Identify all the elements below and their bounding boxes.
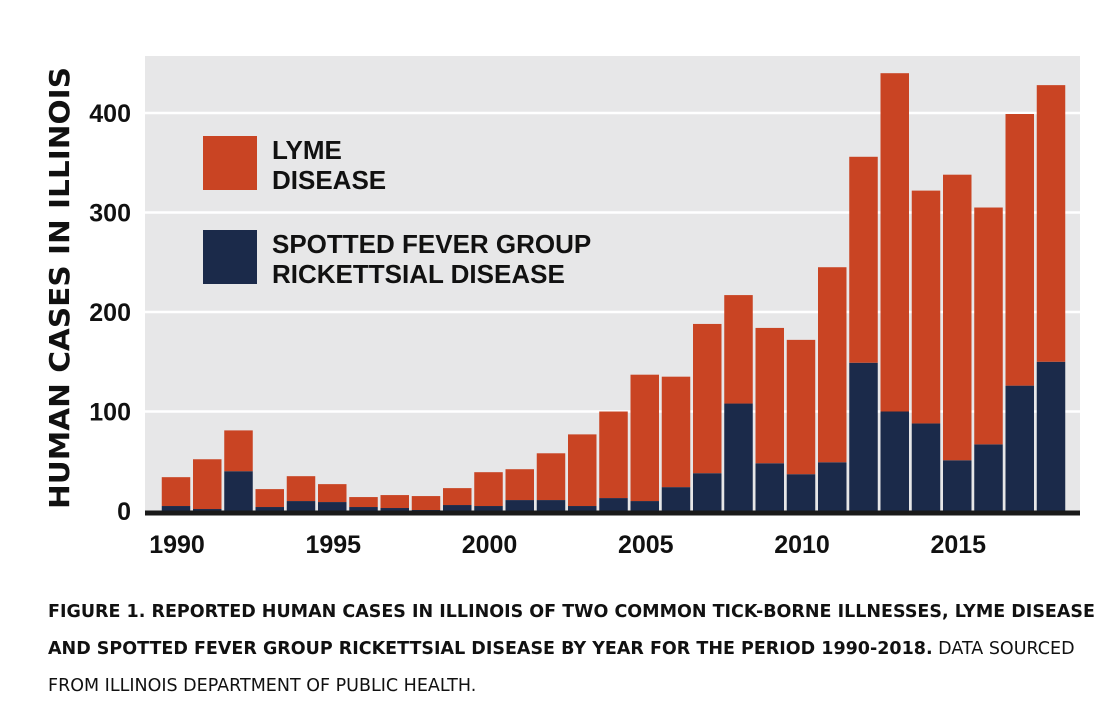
bar-lyme-1993 [255, 489, 284, 508]
bar-rickettsial-1994 [286, 501, 316, 511]
x-tick-label: 2005 [618, 531, 674, 559]
legend-swatch-rickettsial [203, 230, 257, 284]
bar-rickettsial-1993 [255, 507, 284, 511]
bar-rickettsial-2017 [1005, 385, 1034, 511]
x-tick-label: 2010 [774, 531, 830, 559]
bar-lyme-2004 [599, 411, 628, 499]
bar-rickettsial-2014 [911, 423, 941, 511]
bar-rickettsial-1997 [380, 508, 409, 511]
x-tick-label: 2000 [462, 531, 518, 559]
bar-lyme-2010 [786, 339, 816, 475]
bar-lyme-2001 [505, 469, 534, 501]
bars [161, 73, 1066, 511]
bar-rickettsial-1999 [443, 505, 472, 511]
bar-lyme-2011 [818, 267, 847, 463]
bar-lyme-1996 [349, 497, 378, 508]
bar-rickettsial-2009 [755, 463, 784, 511]
bar-lyme-1999 [443, 488, 472, 506]
bar-lyme-1992 [224, 430, 253, 472]
bar-lyme-2009 [755, 327, 784, 464]
bar-lyme-2015 [943, 174, 972, 461]
stacked-bar-chart: 0 100 200 300 400 1990 1995 2000 2005 2010 2015 H… [43, 56, 1080, 559]
bar-rickettsial-2007 [693, 473, 722, 511]
y-tick-label: 400 [89, 100, 131, 128]
legend-label-rickettsial: SPOTTED FEVER GROUP [272, 229, 591, 259]
x-tick-label: 1995 [305, 531, 361, 559]
legend-label-lyme: LYME [272, 135, 342, 165]
caption-source-text: DATA SOURCED FROM ILLINOIS DEPARTMENT OF… [48, 639, 1075, 696]
bar-rickettsial-1992 [224, 471, 253, 511]
bar-lyme-1998 [411, 496, 441, 510]
y-axis-title: HUMAN CASES IN ILLINOIS [43, 67, 76, 509]
legend-label-rickettsial: RICKETTSIAL DISEASE [272, 259, 565, 289]
bar-lyme-2018 [1036, 85, 1066, 362]
y-tick-label: 0 [117, 498, 131, 526]
bar-rickettsial-1995 [318, 502, 347, 511]
bar-lyme-1995 [318, 484, 347, 503]
bar-rickettsial-1990 [161, 506, 191, 511]
bar-rickettsial-2000 [474, 506, 503, 511]
bar-rickettsial-2010 [786, 474, 816, 511]
x-tick-labels: 1990 1995 2000 2005 2010 2015 [149, 531, 986, 559]
x-tick-label: 1990 [149, 531, 205, 559]
bar-rickettsial-2012 [849, 362, 878, 511]
bar-rickettsial-2004 [599, 498, 628, 511]
legend-label-lyme: DISEASE [272, 165, 386, 195]
bar-lyme-1994 [286, 476, 316, 502]
y-tick-label: 100 [89, 399, 131, 427]
bar-rickettsial-2013 [880, 411, 909, 511]
bar-lyme-2016 [974, 207, 1003, 445]
bar-lyme-2013 [880, 73, 909, 412]
bar-lyme-2003 [568, 434, 597, 507]
bar-rickettsial-2002 [536, 500, 566, 511]
bar-lyme-2017 [1005, 114, 1034, 386]
bar-rickettsial-2001 [505, 500, 534, 511]
bar-rickettsial-1996 [349, 507, 378, 511]
bar-lyme-1997 [380, 495, 409, 509]
bar-rickettsial-2015 [943, 460, 972, 511]
caption-bold-text: FIGURE 1. REPORTED HUMAN CASES IN ILLINO… [48, 602, 1095, 659]
bar-lyme-2006 [661, 376, 691, 488]
bar-lyme-2002 [536, 453, 566, 501]
bar-rickettsial-2018 [1036, 361, 1066, 511]
legend-swatch-lyme [203, 136, 257, 190]
bar-rickettsial-2003 [568, 506, 597, 511]
bar-lyme-1990 [161, 477, 191, 507]
bar-lyme-2000 [474, 472, 503, 507]
figure-caption: FIGURE 1. REPORTED HUMAN CASES IN ILLINO… [48, 594, 1098, 705]
chart-area: 0 100 200 300 400 1990 1995 2000 2005 2010 2015 H… [43, 56, 1080, 559]
bar-rickettsial-2016 [974, 444, 1003, 511]
bar-rickettsial-2008 [724, 403, 753, 511]
bar-rickettsial-1991 [193, 509, 222, 511]
y-tick-label: 300 [89, 200, 131, 228]
bar-lyme-2005 [630, 374, 659, 502]
bar-rickettsial-2005 [630, 501, 659, 511]
x-tick-label: 2015 [930, 531, 986, 559]
bar-lyme-2012 [849, 156, 878, 363]
bar-lyme-2014 [911, 190, 941, 424]
y-tick-label: 200 [89, 299, 131, 327]
bar-rickettsial-2011 [818, 462, 847, 511]
bar-lyme-2007 [693, 323, 722, 474]
y-tick-labels: 0 100 200 300 400 [89, 100, 131, 526]
bar-rickettsial-2006 [661, 487, 691, 511]
bar-lyme-1991 [193, 459, 222, 510]
bar-lyme-2008 [724, 295, 753, 404]
